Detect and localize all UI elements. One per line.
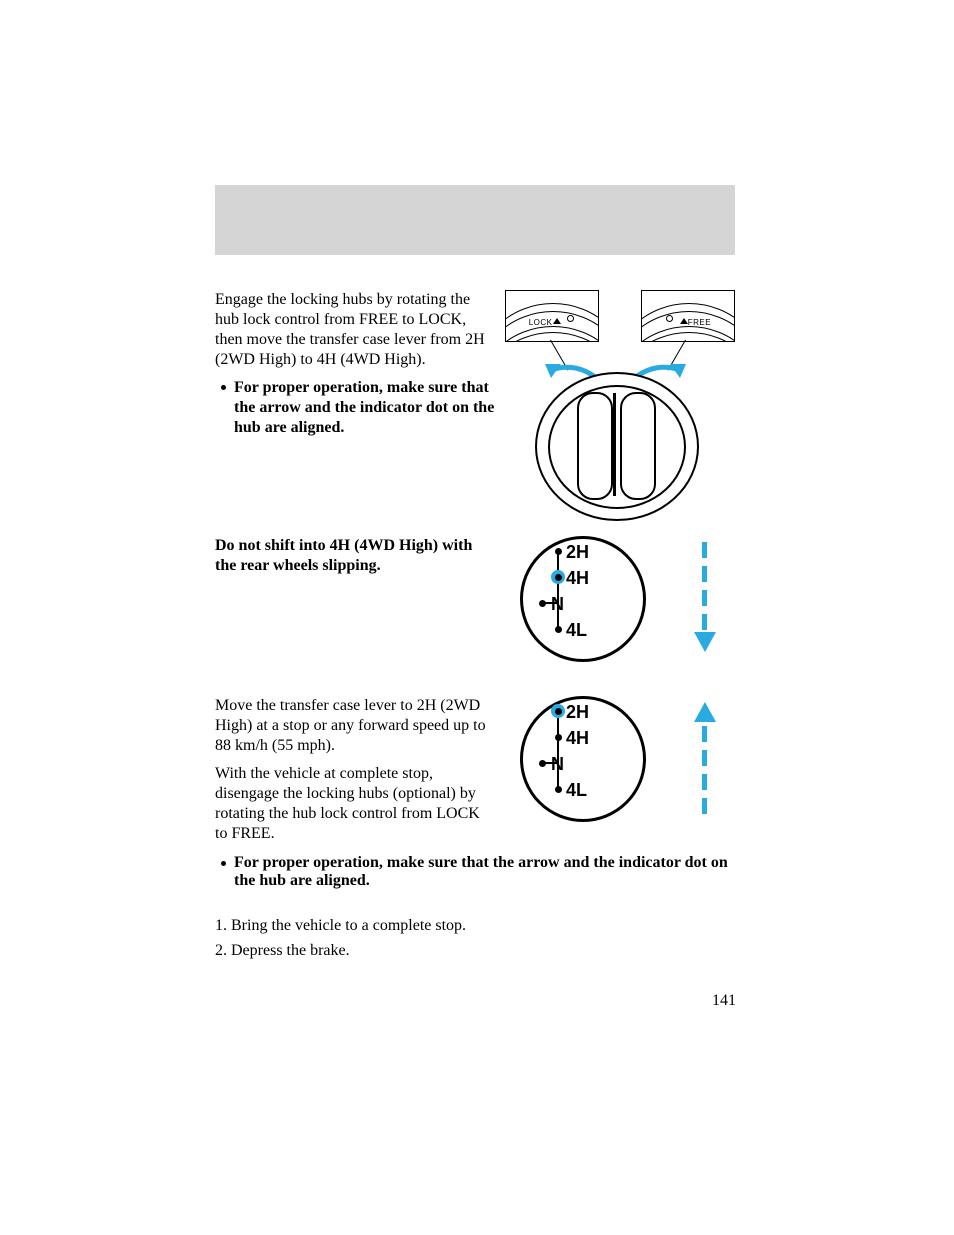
shift-label-4h-b: 4H [566, 728, 589, 749]
bullet-icon [221, 385, 226, 390]
zoom-lock-label: LOCK [506, 315, 598, 327]
page: Engage the locking hubs by rotating the … [0, 0, 954, 1235]
shift-diagram-down: 2H 4H N 4L [505, 536, 735, 666]
engage-bullet: For proper operation, make sure that the… [215, 378, 495, 438]
down-arrow-icon [697, 542, 713, 652]
zoom-free-label: FREE [642, 315, 734, 327]
page-number: 141 [712, 992, 736, 1010]
disengage-text-col: Move the transfer case lever to 2H (2WD … [215, 696, 495, 852]
warning-text-col: Do not shift into 4H (4WD High) with the… [215, 536, 495, 676]
zoom-box-free: FREE [641, 290, 735, 342]
zoom-box-lock: LOCK [505, 290, 599, 342]
section-engage: Engage the locking hubs by rotating the … [215, 290, 735, 520]
section-warning: Do not shift into 4H (4WD High) with the… [215, 536, 735, 676]
engage-text-col: Engage the locking hubs by rotating the … [215, 290, 495, 520]
step-2: 2. Depress the brake. [215, 939, 735, 962]
section-disengage: Move the transfer case lever to 2H (2WD … [215, 696, 735, 852]
hub-figure: LOCK FREE [505, 290, 735, 520]
engage-paragraph: Engage the locking hubs by rotating the … [215, 290, 495, 370]
steps-list: 1. Bring the vehicle to a complete stop.… [215, 914, 735, 962]
disengage-bullet: For proper operation, make sure that the… [215, 854, 735, 890]
disengage-bullet-text: For proper operation, make sure that the… [234, 854, 735, 890]
content: Engage the locking hubs by rotating the … [215, 290, 735, 964]
disengage-para1: Move the transfer case lever to 2H (2WD … [215, 696, 495, 756]
shift-label-4l-b: 4L [566, 780, 587, 801]
warning-text: Do not shift into 4H (4WD High) with the… [215, 536, 495, 576]
header-band [215, 185, 735, 255]
disengage-para2: With the vehicle at complete stop, disen… [215, 764, 495, 844]
shift-label-4l: 4L [566, 620, 587, 641]
hub-pill-right [620, 392, 656, 500]
shift-figure-up: 2H 4H N 4L [505, 696, 735, 852]
hub-pill-left [577, 392, 613, 500]
up-arrow-icon [697, 702, 713, 812]
shift-diagram-up: 2H 4H N 4L [505, 696, 735, 826]
hub-center-line [613, 393, 616, 496]
shift-label-n-b: N [551, 754, 564, 775]
hub-inner-ring [548, 385, 686, 509]
shift-label-n: N [551, 594, 564, 615]
shift-label-2h-b: 2H [566, 702, 589, 723]
shift-label-4h: 4H [566, 568, 589, 589]
shift-figure-down: 2H 4H N 4L [505, 536, 735, 676]
hub-lock-diagram: LOCK FREE [505, 290, 735, 520]
shift-label-2h: 2H [566, 542, 589, 563]
step-1: 1. Bring the vehicle to a complete stop. [215, 914, 735, 937]
engage-bullet-text: For proper operation, make sure that the… [234, 378, 495, 438]
bullet-icon [221, 861, 226, 866]
